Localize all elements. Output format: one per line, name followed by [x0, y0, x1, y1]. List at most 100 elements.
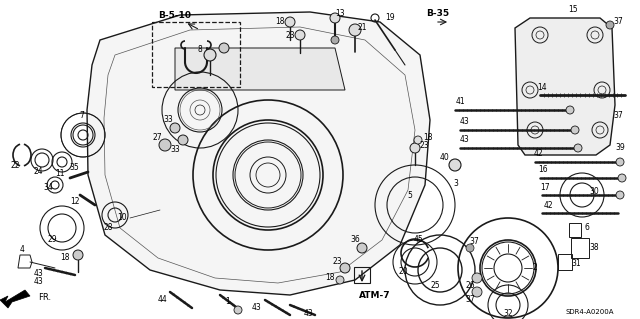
- Text: 8: 8: [198, 46, 202, 55]
- Circle shape: [410, 143, 420, 153]
- Text: 25: 25: [430, 280, 440, 290]
- Text: 23: 23: [285, 31, 295, 40]
- Text: ATM-7: ATM-7: [359, 291, 391, 300]
- Text: 7: 7: [79, 110, 84, 120]
- Text: 37: 37: [465, 295, 475, 305]
- Circle shape: [472, 273, 482, 283]
- Text: 11: 11: [55, 169, 65, 179]
- Text: 15: 15: [568, 5, 578, 14]
- Text: 35: 35: [69, 164, 79, 173]
- Text: 43: 43: [251, 303, 261, 313]
- Circle shape: [330, 13, 340, 23]
- Text: 43: 43: [460, 136, 470, 145]
- Text: 23: 23: [332, 257, 342, 266]
- Text: 41: 41: [455, 98, 465, 107]
- Circle shape: [466, 244, 474, 252]
- Text: 22: 22: [10, 160, 20, 169]
- Bar: [152, 22, 240, 87]
- Text: SDR4-A0200A: SDR4-A0200A: [566, 309, 614, 315]
- Circle shape: [285, 17, 295, 27]
- Polygon shape: [87, 12, 430, 295]
- Circle shape: [331, 36, 339, 44]
- Text: 21: 21: [357, 24, 367, 33]
- Bar: [571, 238, 589, 258]
- Circle shape: [340, 263, 350, 273]
- Text: 43: 43: [460, 117, 470, 127]
- Text: 3: 3: [454, 179, 458, 188]
- Text: 19: 19: [385, 13, 395, 23]
- Text: 43: 43: [33, 278, 43, 286]
- Text: 37: 37: [469, 238, 479, 247]
- Text: FR.: FR.: [38, 293, 52, 302]
- Text: 26: 26: [465, 280, 475, 290]
- Text: 29: 29: [47, 235, 57, 244]
- Text: 18: 18: [325, 273, 335, 283]
- Text: 42: 42: [533, 150, 543, 159]
- Circle shape: [449, 159, 461, 171]
- Polygon shape: [515, 18, 615, 155]
- Text: 30: 30: [589, 188, 599, 197]
- Circle shape: [472, 287, 482, 297]
- Text: 31: 31: [571, 258, 581, 268]
- Circle shape: [295, 30, 305, 40]
- Circle shape: [571, 126, 579, 134]
- Circle shape: [204, 49, 216, 61]
- Text: 1: 1: [226, 298, 230, 307]
- Text: 6: 6: [584, 224, 589, 233]
- Polygon shape: [175, 48, 345, 90]
- Text: 32: 32: [503, 309, 513, 318]
- Text: 38: 38: [589, 243, 599, 253]
- Text: 33: 33: [163, 115, 173, 124]
- Bar: [569, 223, 581, 237]
- Text: 5: 5: [408, 191, 412, 201]
- Text: 37: 37: [613, 110, 623, 120]
- Text: 36: 36: [350, 235, 360, 244]
- Circle shape: [336, 276, 344, 284]
- Circle shape: [73, 250, 83, 260]
- Circle shape: [178, 135, 188, 145]
- Circle shape: [219, 43, 229, 53]
- Circle shape: [618, 174, 626, 182]
- Text: 13: 13: [335, 10, 345, 19]
- Text: 33: 33: [170, 145, 180, 154]
- Bar: [558, 254, 572, 270]
- Circle shape: [616, 191, 624, 199]
- Text: 14: 14: [537, 83, 547, 92]
- Text: 10: 10: [117, 213, 127, 222]
- Text: 12: 12: [70, 197, 80, 206]
- Text: 45: 45: [413, 235, 423, 244]
- Polygon shape: [0, 290, 30, 308]
- Text: 42: 42: [543, 201, 553, 210]
- Bar: [354, 267, 370, 283]
- Circle shape: [170, 123, 180, 133]
- Text: 40: 40: [440, 153, 450, 162]
- Text: 34: 34: [43, 183, 53, 192]
- Text: 24: 24: [33, 167, 43, 176]
- Circle shape: [414, 136, 422, 144]
- Text: 16: 16: [538, 166, 548, 174]
- Circle shape: [574, 144, 582, 152]
- Text: 20: 20: [398, 268, 408, 277]
- Circle shape: [606, 21, 614, 29]
- Text: 28: 28: [103, 224, 113, 233]
- Text: 2: 2: [532, 263, 538, 272]
- Circle shape: [349, 24, 361, 36]
- Text: 18: 18: [60, 254, 70, 263]
- Circle shape: [159, 139, 171, 151]
- Text: 39: 39: [615, 144, 625, 152]
- Text: B-5-10: B-5-10: [159, 11, 191, 20]
- Text: 44: 44: [157, 295, 167, 305]
- Circle shape: [357, 243, 367, 253]
- Text: 23: 23: [419, 140, 429, 150]
- Text: 27: 27: [152, 132, 162, 142]
- Circle shape: [234, 306, 242, 314]
- Text: 43: 43: [33, 270, 43, 278]
- Circle shape: [616, 158, 624, 166]
- Text: 18: 18: [423, 132, 433, 142]
- Text: 37: 37: [613, 18, 623, 26]
- Text: B-35: B-35: [426, 10, 449, 19]
- Text: 4: 4: [20, 246, 24, 255]
- Text: 17: 17: [540, 182, 550, 191]
- Circle shape: [566, 106, 574, 114]
- Text: 18: 18: [275, 18, 285, 26]
